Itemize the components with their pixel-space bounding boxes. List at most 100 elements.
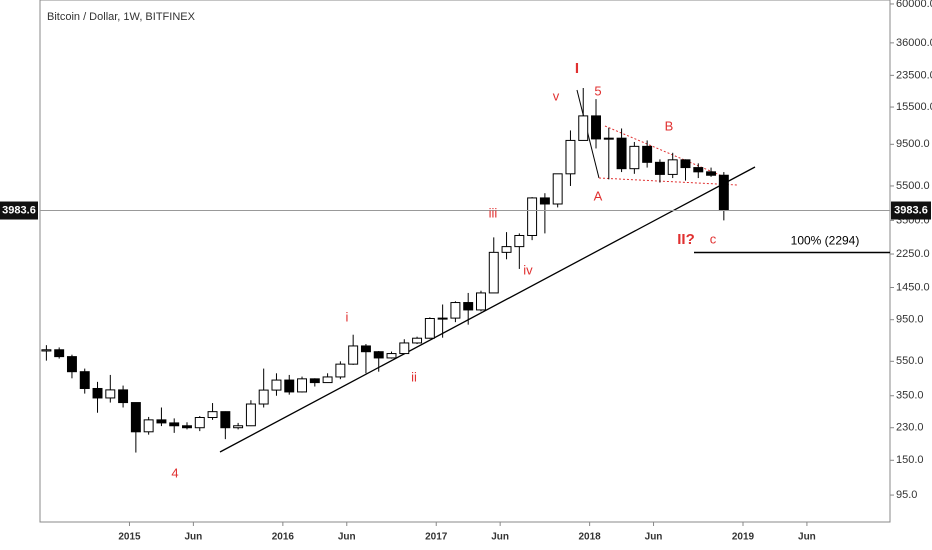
y-tick-label: 2250.0 [896, 248, 930, 260]
candle-body [667, 159, 678, 175]
candle-body [476, 292, 486, 311]
y-tick-label: 95.0 [896, 489, 917, 501]
x-tick-label: 2016 [272, 532, 295, 543]
candle-body [233, 425, 244, 429]
wave-label: v [553, 88, 560, 103]
triangle-upper [604, 125, 723, 177]
wave-label: i [346, 309, 349, 324]
candle-body [360, 345, 371, 353]
candle-body [348, 345, 359, 365]
candle-body [680, 159, 691, 169]
candle-body [412, 337, 423, 344]
candle-body [41, 349, 52, 352]
chart-title: Bitcoin / Dollar, 1W, BITFINEX [47, 11, 196, 23]
candle-body [309, 378, 320, 384]
drawings [219, 89, 756, 453]
candle-body [552, 173, 563, 205]
x-tick-label: Jun [184, 532, 202, 543]
candle-body [194, 417, 205, 429]
candle-body [616, 137, 627, 170]
candle-body [693, 167, 704, 173]
wave-label: c [710, 231, 717, 246]
price-label: 3983.6 [2, 204, 36, 216]
candle-body [143, 419, 154, 433]
candle-body [642, 145, 653, 163]
candle-body [130, 402, 141, 433]
y-tick-label: 36000.0 [896, 37, 932, 49]
candle-body [706, 171, 717, 176]
wave-label: iv [523, 262, 533, 277]
x-tick-label: Jun [338, 532, 356, 543]
x-tick-label: Jun [798, 532, 816, 543]
triangle-lower [598, 177, 738, 186]
candle-body [156, 419, 167, 424]
candle-body [322, 376, 333, 384]
y-tick-label: 60000.0 [896, 0, 932, 10]
fib-label: 100% (2294) [791, 234, 860, 248]
candle-body [118, 389, 129, 404]
candle-body [66, 356, 77, 373]
candle-body [539, 197, 550, 205]
candle-body [182, 425, 192, 429]
wave-label: 5 [594, 83, 601, 98]
wave-label: A [594, 188, 603, 203]
candle-body [207, 411, 218, 419]
candle-body [169, 422, 180, 427]
wave-label: B [665, 118, 674, 133]
candle-body [718, 174, 729, 212]
y-tick-label: 950.0 [896, 314, 924, 326]
candle-body [501, 246, 512, 253]
wave-label: 4 [171, 465, 178, 480]
candle-body [603, 137, 614, 140]
y-tick-label: 350.0 [896, 390, 924, 402]
x-tick-label: 2018 [578, 532, 601, 543]
y-tick-label: 5500.0 [896, 180, 930, 192]
candle-body [297, 378, 308, 393]
candle-body [399, 342, 410, 355]
wave-label: I [575, 60, 579, 77]
candle-body [258, 389, 269, 405]
wave-label: ii [411, 369, 417, 384]
candle-body [220, 411, 231, 429]
candle-body [514, 234, 525, 248]
y-tick-label: 9500.0 [896, 138, 930, 150]
plot-frame [39, 0, 891, 523]
candle-body [488, 251, 499, 294]
y-tick-label: 1450.0 [896, 281, 930, 293]
x-tick-label: 2015 [118, 532, 141, 543]
price-label-box [891, 201, 931, 220]
candle-body [578, 115, 589, 141]
y-tick-label: 150.0 [896, 454, 924, 466]
candle-body [629, 145, 640, 170]
y-tick-label: 230.0 [896, 422, 924, 434]
candle-body [424, 318, 435, 339]
candle-body [437, 317, 448, 320]
candle-body [527, 197, 538, 236]
y-tick-label: 23500.0 [896, 69, 932, 81]
price-label-box [0, 201, 38, 220]
candle-body [450, 302, 461, 319]
wave-label: II? [677, 231, 695, 248]
x-tick-label: 2017 [425, 532, 448, 543]
candle-body [654, 161, 665, 175]
x-tick-label: Jun [645, 532, 663, 543]
candle-body [271, 379, 282, 391]
candle-body [591, 115, 601, 140]
y-tick-label: 550.0 [896, 355, 924, 367]
x-tick-label: 2019 [732, 532, 755, 543]
candle-body [565, 139, 576, 175]
candle-body [54, 349, 65, 358]
candle-body [386, 353, 397, 359]
candle-body [92, 387, 103, 399]
candle-body [245, 403, 256, 427]
wave-label: iii [489, 205, 498, 220]
candle-body [105, 389, 116, 399]
candle-body [463, 302, 474, 311]
price-label: 3983.6 [894, 204, 928, 216]
trend-line [219, 166, 756, 453]
candle-body [373, 351, 384, 359]
candle-body [79, 371, 90, 389]
x-tick-label: Jun [491, 532, 509, 543]
candle-body [335, 363, 346, 378]
